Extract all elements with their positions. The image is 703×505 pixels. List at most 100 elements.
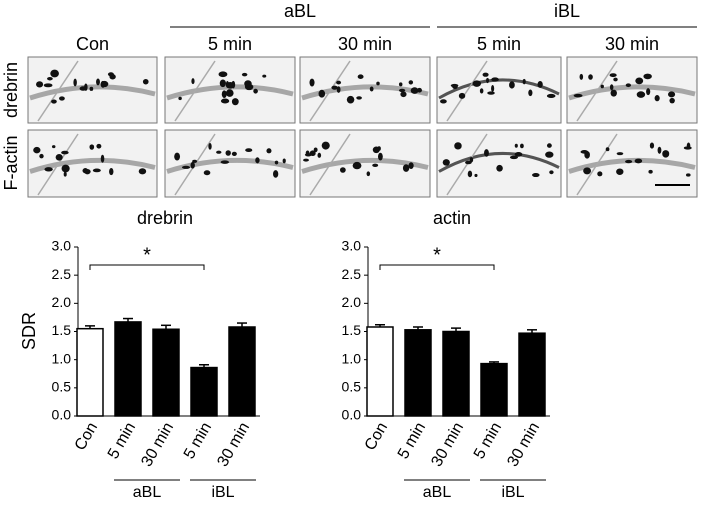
- spine: [339, 167, 346, 173]
- column-label: Con: [76, 34, 109, 54]
- spine: [225, 89, 234, 97]
- x-tick-label: 30 min: [428, 420, 467, 470]
- column-label: 5 min: [477, 34, 521, 54]
- spine: [400, 91, 407, 98]
- spine: [203, 170, 211, 176]
- spine: [487, 91, 495, 95]
- spine: [39, 153, 44, 159]
- spine: [667, 91, 676, 98]
- spine: [683, 146, 692, 150]
- spine: [398, 88, 406, 93]
- bar: [152, 328, 180, 417]
- spine: [472, 80, 481, 87]
- spine: [47, 76, 53, 81]
- spine: [450, 83, 459, 88]
- spine: [532, 173, 540, 178]
- spine: [522, 78, 526, 85]
- spine: [482, 72, 489, 77]
- dendrite: [174, 60, 216, 122]
- spine: [588, 74, 593, 80]
- spine: [643, 73, 652, 80]
- spine: [51, 99, 57, 104]
- spine: [218, 71, 228, 78]
- spine: [486, 77, 490, 84]
- spine: [245, 148, 253, 153]
- spine: [174, 152, 181, 161]
- spine: [220, 98, 230, 104]
- spine: [92, 168, 101, 173]
- spine: [583, 167, 592, 175]
- bar: [480, 362, 508, 417]
- spine: [491, 77, 499, 82]
- spine: [191, 78, 195, 85]
- column-label: 30 min: [338, 34, 392, 54]
- spine: [109, 74, 116, 80]
- spine: [51, 145, 56, 149]
- spine: [454, 142, 462, 150]
- spine: [584, 151, 590, 159]
- spine: [274, 160, 279, 165]
- spine: [372, 163, 379, 168]
- spine: [474, 173, 478, 178]
- spine: [520, 143, 524, 149]
- x-tick-label: 5 min: [105, 420, 139, 462]
- spine: [356, 96, 362, 100]
- spine: [43, 83, 53, 88]
- spine: [231, 98, 239, 106]
- dendrite: [576, 133, 618, 196]
- spine: [662, 150, 670, 158]
- spine: [181, 165, 191, 169]
- spine: [616, 168, 624, 175]
- y-tick-label: 1.0: [52, 350, 72, 366]
- x-tick-label: Con: [362, 420, 391, 454]
- spine: [657, 146, 662, 154]
- group-label: iBL: [554, 1, 580, 21]
- spine: [514, 152, 523, 157]
- annotation: *: [143, 244, 151, 266]
- spine: [646, 88, 651, 96]
- spine: [465, 160, 472, 165]
- spine: [321, 141, 330, 150]
- x-tick-label: Con: [72, 420, 101, 454]
- spine: [61, 150, 69, 155]
- spine: [208, 142, 212, 150]
- spine: [597, 171, 603, 177]
- spine: [190, 161, 195, 169]
- spine: [55, 153, 63, 161]
- column-label: 5 min: [208, 34, 252, 54]
- spine: [616, 152, 624, 156]
- bar: [404, 329, 432, 417]
- column-label: 30 min: [605, 34, 659, 54]
- y-tick-label: 0.0: [342, 407, 362, 423]
- spine: [549, 170, 554, 175]
- spine: [467, 170, 473, 178]
- spine: [546, 93, 556, 99]
- dendrite: [309, 133, 351, 196]
- spine: [305, 150, 310, 156]
- dendrite: [29, 84, 156, 101]
- y-tick-label: 3.0: [52, 238, 72, 254]
- spine: [669, 97, 675, 104]
- spine: [600, 84, 604, 89]
- spine: [408, 80, 414, 85]
- significance-bracket: [379, 264, 495, 270]
- dendrite: [166, 157, 294, 174]
- y-tick-label: 1.0: [342, 350, 362, 366]
- spine: [331, 85, 338, 90]
- spine: [262, 74, 267, 78]
- spine: [625, 159, 633, 164]
- spine: [309, 78, 315, 87]
- spine: [496, 164, 503, 172]
- spine: [336, 80, 342, 85]
- spine: [398, 82, 403, 87]
- spine: [458, 92, 466, 99]
- bar: [366, 326, 394, 417]
- chart-title: actin: [433, 208, 471, 228]
- bar: [190, 366, 218, 417]
- spine: [509, 81, 515, 89]
- x-tick-label: 5 min: [471, 420, 505, 462]
- spine: [33, 146, 41, 154]
- y-tick-label: 0.0: [52, 407, 72, 423]
- y-tick-label: 0.5: [52, 379, 72, 395]
- spine: [241, 72, 248, 77]
